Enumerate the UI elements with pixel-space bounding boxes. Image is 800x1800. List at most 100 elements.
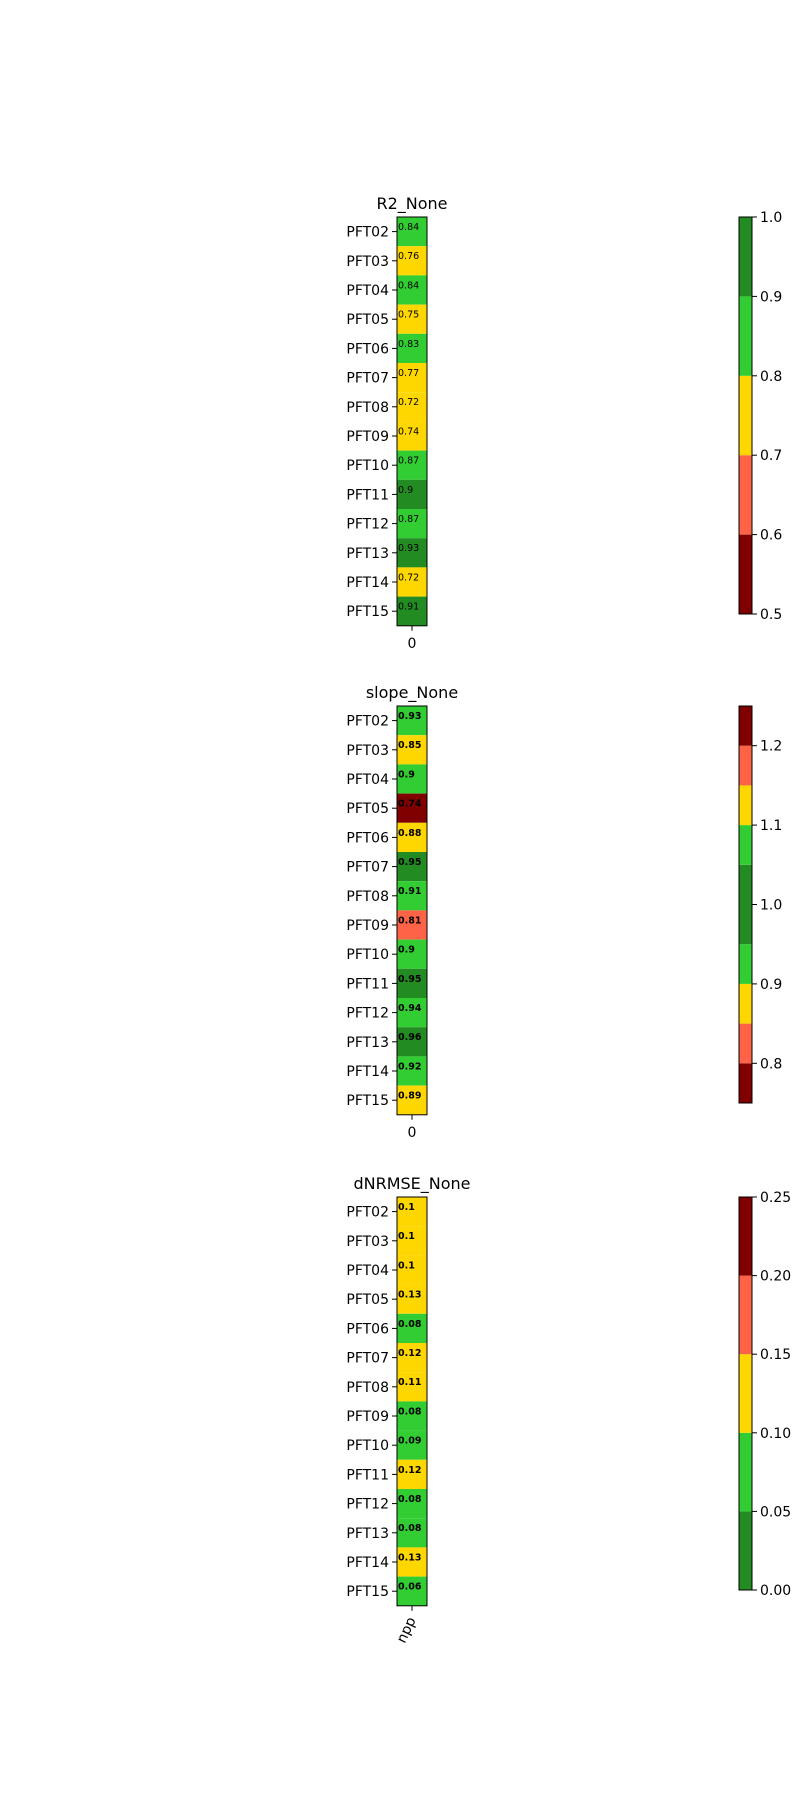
heatmap-cell — [397, 1430, 427, 1460]
y-tick-label: PFT09 — [346, 918, 389, 934]
cell-value-label: 0.13 — [398, 1290, 421, 1301]
cell-value-label: 0.12 — [398, 1465, 421, 1476]
heatmap-cell — [397, 1518, 427, 1548]
colorbar-tick-label: 0.15 — [760, 1347, 791, 1363]
heatmap-cell — [397, 822, 427, 852]
colorbar-frame — [738, 216, 753, 615]
heatmap-cell — [397, 852, 427, 882]
cell-value-label: 0.12 — [398, 1348, 421, 1359]
x-tick-label: npp — [394, 1615, 420, 1646]
heatmap-cell — [397, 881, 427, 911]
cell-value-label: 0.94 — [398, 1003, 422, 1014]
heatmap-cell — [397, 567, 427, 597]
heatmap-cell — [397, 735, 427, 765]
heatmap-cell — [397, 450, 427, 480]
colorbar-tick-label: 0.9 — [760, 289, 782, 305]
y-tick-label: PFT06 — [346, 830, 389, 846]
colorbar-segment — [739, 1432, 752, 1512]
colorbar-segment — [739, 1354, 752, 1433]
y-tick-label: PFT14 — [346, 1555, 389, 1571]
heatmap-cell — [397, 1343, 427, 1373]
cell-value-label: 0.09 — [398, 1436, 421, 1447]
colorbar-tick-label: 0.8 — [760, 369, 782, 385]
heatmap-cell — [397, 1255, 427, 1285]
colorbar-tick-label: 0.25 — [760, 1190, 791, 1206]
colorbar-segment — [739, 745, 752, 786]
chart-title: dNRMSE_None — [353, 1174, 470, 1194]
cell-value-label: 0.91 — [398, 602, 419, 613]
cell-value-label: 0.96 — [398, 1032, 422, 1043]
cell-value-label: 0.9 — [398, 945, 415, 956]
y-tick-label: PFT03 — [346, 1234, 389, 1250]
heatmap-cell — [397, 509, 427, 539]
cell-value-label: 0.87 — [398, 514, 419, 525]
y-tick-label: PFT08 — [346, 400, 389, 416]
cell-value-label: 0.1 — [398, 1202, 415, 1213]
y-tick-label: PFT13 — [346, 1526, 389, 1542]
colorbar-tick-label: 0.00 — [760, 1583, 791, 1599]
y-tick-label: PFT02 — [346, 714, 389, 730]
colorbar-tick-label: 0.6 — [760, 528, 782, 544]
y-tick-label: PFT04 — [346, 283, 389, 299]
dnrmse-heatmap-panel: dNRMSE_None 0.1 PFT02 0.1 PFT03 0.1 PFT04 0.13 P… — [346, 1174, 791, 1646]
y-tick-label: PFT02 — [346, 1205, 389, 1221]
cell-value-label: 0.9 — [398, 485, 413, 496]
heatmap-cell — [397, 217, 427, 247]
heatmap-cell — [397, 1197, 427, 1227]
colorbar-segment — [739, 944, 752, 984]
cell-value-label: 0.72 — [398, 397, 419, 408]
colorbar-tick-label: 0.05 — [760, 1504, 791, 1520]
colorbar-segment — [739, 217, 752, 297]
heatmap-cell — [397, 275, 427, 305]
y-tick-label: PFT05 — [346, 1292, 389, 1308]
colorbar-segment — [739, 534, 752, 614]
y-tick-label: PFT04 — [346, 1263, 389, 1279]
r2-heatmap-panel: R2_None 0.84 PFT02 0.76 PFT03 0.84 PFT04 0.75 PF… — [346, 194, 782, 652]
heatmap-cell — [397, 421, 427, 451]
cell-value-label: 0.11 — [398, 1377, 421, 1388]
y-tick-label: PFT15 — [346, 1584, 389, 1600]
cell-value-label: 0.08 — [398, 1523, 422, 1534]
y-tick-label: PFT09 — [346, 429, 389, 445]
y-tick-label: PFT12 — [346, 517, 389, 533]
heatmap-cell — [397, 1489, 427, 1519]
y-tick-label: PFT06 — [346, 341, 389, 357]
cell-value-label: 0.84 — [398, 222, 419, 233]
y-tick-label: PFT13 — [346, 546, 389, 562]
y-tick-label: PFT12 — [346, 1006, 389, 1022]
cell-value-label: 0.1 — [398, 1260, 415, 1271]
cell-value-label: 0.08 — [398, 1406, 422, 1417]
y-tick-label: PFT14 — [346, 575, 389, 591]
y-tick-label: PFT03 — [346, 254, 389, 270]
cell-value-label: 0.81 — [398, 915, 421, 926]
cell-value-label: 0.93 — [398, 711, 421, 722]
cell-value-label: 0.89 — [398, 1091, 421, 1102]
heatmap-cell — [397, 1027, 427, 1057]
colorbar-segment — [739, 375, 752, 456]
colorbar-segment — [739, 706, 752, 746]
heatmap-cell — [397, 304, 427, 334]
colorbar-segment — [739, 864, 752, 945]
y-tick-label: PFT07 — [346, 371, 389, 387]
heatmap-cell — [397, 1372, 427, 1402]
colorbar-segment — [739, 825, 752, 865]
colorbar-segment — [739, 1275, 752, 1355]
cell-value-label: 0.95 — [398, 974, 421, 985]
cell-value-label: 0.1 — [398, 1231, 415, 1242]
colorbar-tick-label: 0.5 — [760, 607, 782, 623]
y-tick-label: PFT11 — [346, 976, 389, 992]
y-tick-label: PFT10 — [346, 1438, 389, 1454]
colorbar-tick-label: 1.0 — [760, 210, 782, 226]
heatmap-cell — [397, 793, 427, 823]
chart-title: slope_None — [366, 683, 458, 703]
cell-value-label: 0.75 — [398, 310, 419, 321]
colorbar-segment — [739, 1063, 752, 1103]
y-tick-label: PFT10 — [346, 947, 389, 963]
x-tick-label: 0 — [408, 636, 417, 652]
cell-value-label: 0.74 — [398, 426, 419, 437]
heatmap-cell — [397, 333, 427, 363]
chart-title: R2_None — [376, 194, 447, 214]
heatmap-cell — [397, 1226, 427, 1256]
y-tick-label: PFT07 — [346, 860, 389, 876]
